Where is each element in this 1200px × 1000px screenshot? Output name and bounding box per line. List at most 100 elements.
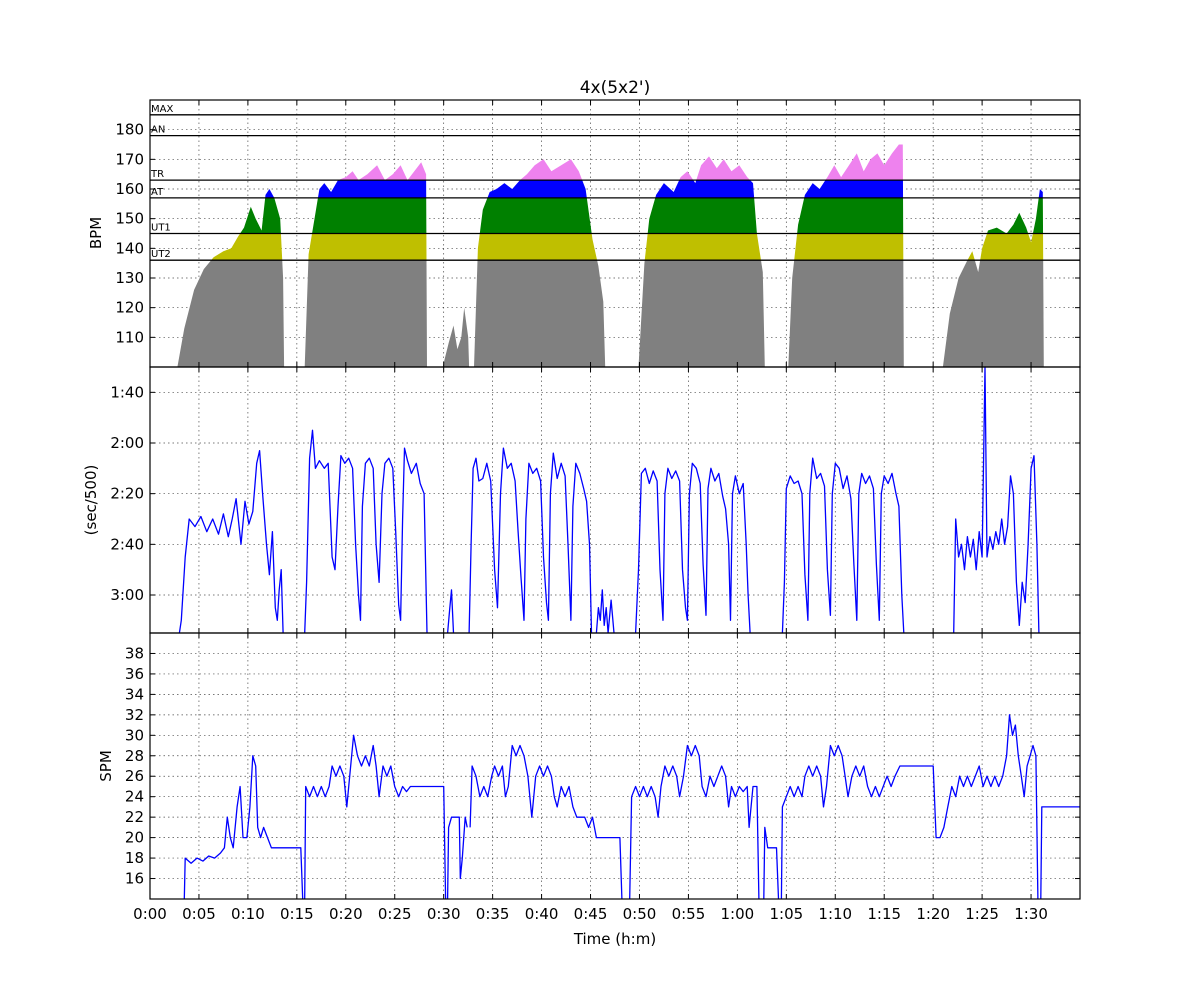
spm-ytick-label: 26 <box>125 767 144 785</box>
x-tick-label: 1:30 <box>1014 905 1048 923</box>
hr-zone-fill-0 <box>788 260 904 367</box>
x-tick-label: 0:30 <box>427 905 461 923</box>
spm-ytick-label: 16 <box>125 870 144 888</box>
pace-series-line-7 <box>781 457 905 633</box>
x-tick-label: 1:25 <box>965 905 999 923</box>
hr-ytick-label: 160 <box>115 180 144 198</box>
pace-ytick-label: 2:40 <box>110 535 144 553</box>
hr-ytick-label: 110 <box>115 328 144 346</box>
spm-series-line-6 <box>763 826 780 899</box>
hr-ytick-label: 180 <box>115 121 144 139</box>
x-tick-label: 1:20 <box>916 905 950 923</box>
hr-zone-fill-1 <box>304 233 427 261</box>
pace-ytick-label: 2:00 <box>110 434 144 452</box>
spm-ytick-label: 22 <box>125 808 144 826</box>
hr-y-axis-label: BPM <box>87 217 105 249</box>
hr-zone-fill-0 <box>304 260 427 367</box>
x-tick-label: 0:20 <box>329 905 363 923</box>
pace-frame <box>149 366 1081 634</box>
pace-y-axis-label: (sec/500) <box>82 465 100 536</box>
hr-zone-fill-0 <box>474 260 606 367</box>
hr-zone-fill-4 <box>150 100 1080 180</box>
x-tick-label: 0:40 <box>525 905 559 923</box>
x-tick-label: 0:05 <box>182 905 216 923</box>
hr-zone-fill-4 <box>150 100 1080 180</box>
spm-series-line-4 <box>469 744 623 899</box>
x-axis-label: Time (h:m) <box>573 930 656 948</box>
hr-zone-fill-1 <box>638 233 765 261</box>
hr-zone-fill-0 <box>442 307 470 367</box>
spm-series-line-1 <box>183 755 304 899</box>
spm-series-line-5 <box>629 744 760 899</box>
hr-ytick-label: 120 <box>115 299 144 317</box>
pace-ytick-label: 3:00 <box>110 586 144 604</box>
spm-series-line-7 <box>780 714 1039 899</box>
x-tick-label: 0:00 <box>133 905 167 923</box>
zone-label-at: AT <box>151 187 164 198</box>
chart-panels: 110120130140150160170180MAXANTRATUT1UT21… <box>110 99 1081 900</box>
spm-ytick-label: 30 <box>125 726 144 744</box>
hr-segment-2 <box>304 162 427 367</box>
spm-ytick-label: 36 <box>125 665 144 683</box>
hr-zone-fill-1 <box>942 233 1044 261</box>
hr-zone-fill-0 <box>638 260 765 367</box>
hr-zone-fill-0 <box>177 260 285 367</box>
x-tick-label: 0:35 <box>476 905 510 923</box>
hr-zone-fill-2 <box>942 197 1044 234</box>
hr-zone-fill-1 <box>177 233 285 261</box>
pace-series-line-2 <box>304 429 428 633</box>
x-tick-labels: 0:00 0:05 0:10 0:15 0:20 0:25 0:30 0:35 0:40 0:45… <box>133 905 1048 923</box>
spm-ytick-label: 38 <box>125 644 144 662</box>
hr-zone-fill-2 <box>638 197 765 234</box>
spm-ytick-label: 20 <box>125 829 144 847</box>
hr-zone-fill-1 <box>788 233 904 261</box>
spm-series-line-2 <box>304 734 447 899</box>
x-tick-label: 0:10 <box>231 905 265 923</box>
hr-zone-fill-4 <box>788 144 904 181</box>
x-tick-label: 0:50 <box>623 905 657 923</box>
hr-zone-fill-2 <box>788 197 904 234</box>
hr-segment-4 <box>474 159 606 367</box>
spm-y-axis-label: SPM <box>97 750 115 782</box>
hr-zone-fill-2 <box>177 197 285 234</box>
hr-zone-fill-1 <box>150 234 1080 261</box>
zone-label-tr: TR <box>150 169 164 180</box>
spm-series-line-3 <box>446 816 468 899</box>
pace-panel: 1:40 2:00 2:20 2:40 3:00 <box>110 366 1081 634</box>
hr-ytick-label: 140 <box>115 239 144 257</box>
x-tick-label: 0:25 <box>378 905 412 923</box>
chart-title: 4x(5x2') <box>580 78 651 98</box>
hr-ytick-label: 150 <box>115 210 144 228</box>
x-tick-label: 1:00 <box>721 905 755 923</box>
spm-ytick-label: 34 <box>125 685 144 703</box>
hr-zone-fill-4 <box>474 159 606 181</box>
hr-zone-fill-2 <box>150 198 1080 234</box>
zone-label-ut1: UT1 <box>151 223 171 234</box>
pace-ytick-label: 1:40 <box>110 383 144 401</box>
hr-panel: 110 120 130 140 150 160 170 180 MAX AN TR AT UT1 UT2 <box>115 99 1081 368</box>
hr-zone-fill-0 <box>942 260 1044 367</box>
hr-zone-fill-4 <box>304 162 427 181</box>
zone-label-max: MAX <box>151 104 173 115</box>
x-tick-label: 1:05 <box>769 905 803 923</box>
hr-ytick-label: 170 <box>115 150 144 168</box>
pace-ytick-label: 2:20 <box>110 485 144 503</box>
pace-series-line-8 <box>953 367 1040 633</box>
pace-series-line-3 <box>446 589 455 633</box>
spm-frame <box>149 632 1081 900</box>
x-tick-label: 1:15 <box>867 905 901 923</box>
spm-ytick-label: 24 <box>125 788 144 806</box>
hr-ytick-label: 130 <box>115 269 144 287</box>
spm-series-line-8 <box>1040 806 1080 899</box>
spm-ytick-label: 32 <box>125 706 144 724</box>
spm-panel: 16 18 20 22 24 26 28 30 32 34 36 38 <box>125 632 1081 900</box>
pace-series-line-5 <box>595 589 615 633</box>
hr-zone-fill-4 <box>638 156 765 181</box>
x-tick-label: 0:45 <box>574 905 608 923</box>
x-tick-label: 1:10 <box>818 905 852 923</box>
spm-ytick-label: 28 <box>125 747 144 765</box>
x-tick-label: 0:15 <box>280 905 314 923</box>
x-tick-label: 0:55 <box>672 905 706 923</box>
spm-ytick-label: 18 <box>125 849 144 867</box>
